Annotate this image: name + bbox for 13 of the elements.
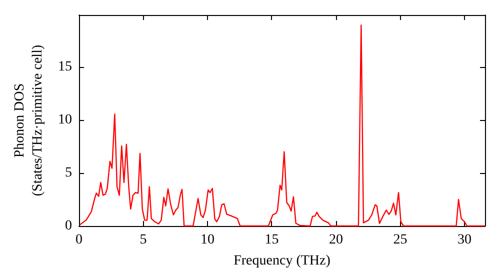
y-axis-title: Phonon DOS (States/THz·primitive cell)	[12, 44, 46, 196]
x-tick-label: 15	[264, 232, 279, 248]
x-tick-label: 25	[393, 232, 408, 248]
x-axis-title: Frequency (THz)	[234, 253, 331, 268]
y-tick-label: 10	[58, 112, 72, 128]
x-tick-label: 5	[140, 232, 147, 248]
x-tick-label: 30	[457, 232, 472, 248]
x-tick-label: 20	[328, 232, 343, 248]
y-tick-label: 0	[65, 218, 72, 234]
x-tick-label: 10	[200, 232, 214, 248]
y-tick-label: 5	[65, 165, 72, 180]
x-tick-label: 0	[76, 232, 82, 248]
y-tick-label: 15	[58, 59, 72, 74]
